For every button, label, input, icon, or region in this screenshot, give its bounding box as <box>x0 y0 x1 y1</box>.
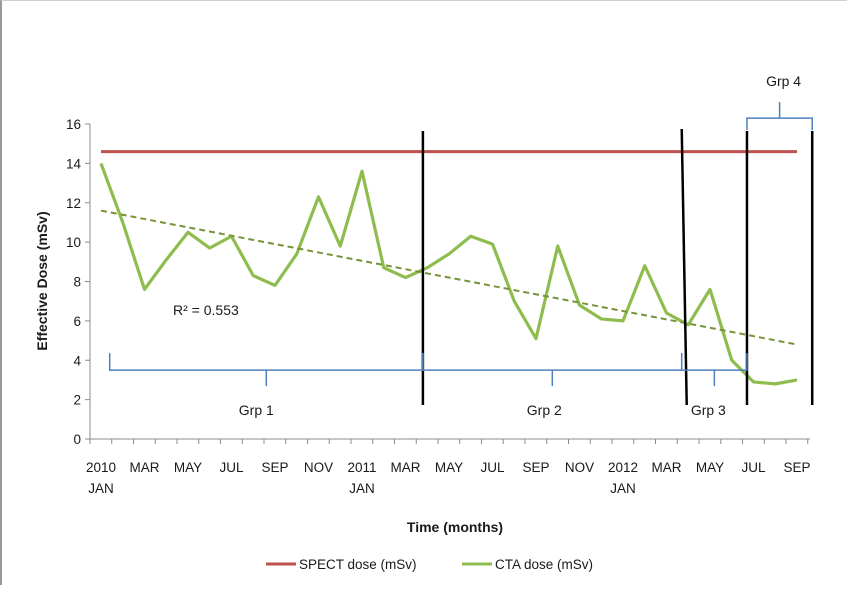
x-tick-label: 2010 <box>86 460 116 475</box>
r-squared-label: R² = 0.553 <box>173 302 239 318</box>
group-label: Grp 4 <box>766 73 801 89</box>
x-tick-label: 2011 <box>347 460 376 475</box>
group-label: Grp 2 <box>527 402 562 418</box>
y-tick-label: 2 <box>73 393 81 408</box>
x-tick-label: 2012 <box>608 460 638 475</box>
group-brace <box>680 353 748 387</box>
group-brace <box>108 353 424 387</box>
x-tick-label: NOV <box>304 460 333 475</box>
x-tick-label: SEP <box>783 460 810 475</box>
x-tick-label: MAR <box>652 460 682 475</box>
group-label: Grp 1 <box>239 402 274 418</box>
x-tick-label-year-month: JAN <box>88 481 114 496</box>
y-tick-label: 8 <box>73 275 81 290</box>
y-tick-label: 14 <box>66 156 82 171</box>
group-brace <box>422 353 683 387</box>
x-tick-label: MAY <box>696 460 724 475</box>
x-axis-title: Time (months) <box>407 519 503 535</box>
group-label: Grp 3 <box>691 402 726 418</box>
cta-dose-line <box>99 162 798 386</box>
x-tick-label: SEP <box>261 460 288 475</box>
y-axis-title: Effective Dose (mSv) <box>34 211 50 350</box>
x-tick-label-year-month: JAN <box>610 481 636 496</box>
x-tick-label: NOV <box>565 460 594 475</box>
x-tick-label: JUL <box>219 460 243 475</box>
group-brace <box>746 102 813 131</box>
x-tick-label: JUL <box>480 460 504 475</box>
x-tick-label: MAY <box>174 460 202 475</box>
y-tick-label: 6 <box>73 314 81 329</box>
trendline <box>100 209 798 346</box>
y-tick-label: 0 <box>73 432 81 447</box>
y-tick-label: 12 <box>66 196 81 211</box>
x-tick-label: MAR <box>391 460 421 475</box>
legend-label-spect: SPECT dose (mSv) <box>299 557 417 572</box>
legend-label-cta: CTA dose (mSv) <box>495 557 593 572</box>
x-tick-label: SEP <box>522 460 549 475</box>
x-tick-label-year-month: JAN <box>349 481 375 496</box>
y-tick-label: 4 <box>73 353 81 368</box>
x-tick-label: JUL <box>741 460 765 475</box>
x-tick-label: MAY <box>435 460 463 475</box>
y-tick-label: 10 <box>66 235 81 250</box>
group-divider-line <box>680 128 688 406</box>
x-tick-label: MAR <box>130 460 160 475</box>
y-tick-label: 16 <box>66 117 81 132</box>
